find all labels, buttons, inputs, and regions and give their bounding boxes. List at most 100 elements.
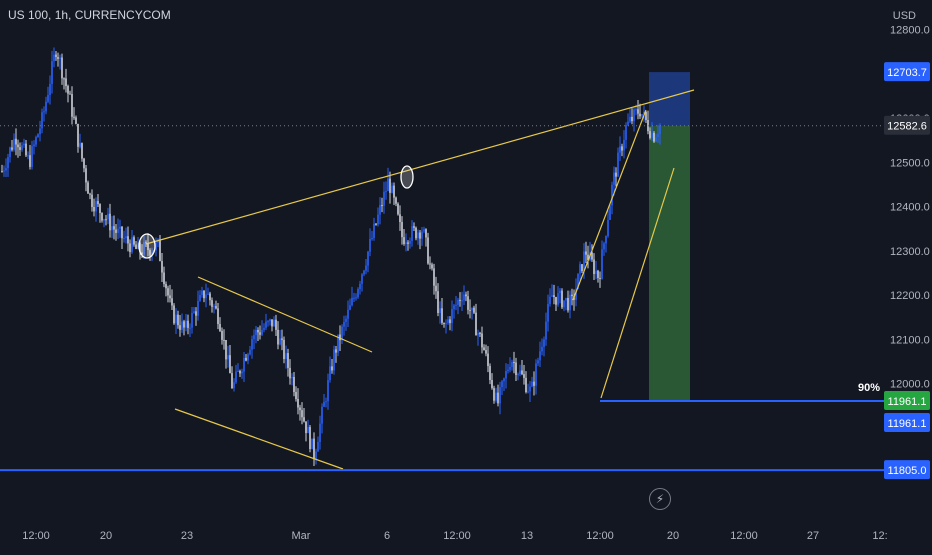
candle-body [309, 427, 311, 450]
candle-body [527, 391, 529, 393]
candle-body [15, 138, 17, 145]
candle-body [641, 114, 643, 117]
candle-body [505, 371, 507, 379]
candle-body [549, 296, 551, 305]
candle-body [515, 362, 517, 375]
candle-body [389, 178, 391, 193]
candle-body [171, 298, 173, 306]
candle-body [35, 137, 37, 145]
x-tick-label: 20 [667, 530, 679, 542]
candle-body [645, 111, 647, 121]
candle-body [595, 270, 597, 274]
candle-body [73, 116, 75, 118]
candle-body [379, 205, 381, 215]
candle-body [225, 340, 227, 360]
candle-body [71, 94, 73, 117]
candle-body [365, 265, 367, 271]
candle-body [143, 242, 145, 255]
candle-body [503, 378, 505, 382]
candle-body [57, 56, 59, 59]
candle-body [115, 229, 117, 233]
candle-body [465, 294, 467, 297]
candle-body [553, 295, 555, 297]
wedge-lower-line[interactable] [600, 167, 675, 399]
candle-body [513, 361, 515, 363]
candle-body [577, 273, 579, 289]
candle-body [125, 236, 127, 238]
candle-body [151, 252, 153, 256]
candle-body [445, 323, 447, 325]
candle-body [601, 249, 603, 279]
candle-body [217, 308, 219, 325]
y-tick-label: 12400.0 [890, 202, 930, 214]
candle-body [417, 232, 419, 239]
candle-body [19, 147, 21, 150]
candle-body [625, 124, 627, 140]
x-tick-label: 12:00 [22, 530, 50, 542]
x-tick-label: 13 [521, 530, 533, 542]
candle-body [249, 349, 251, 355]
lightning-icon[interactable]: ⚡ [649, 488, 671, 510]
price-tag-label: 12582.6 [887, 121, 927, 133]
rising-resistance-line[interactable] [145, 89, 695, 245]
candle-body [145, 242, 147, 244]
candle-body [479, 332, 481, 334]
candle-body [205, 294, 207, 299]
candle-body [425, 229, 427, 238]
candle-body [9, 147, 11, 158]
candle-body [213, 306, 215, 308]
candle-body [69, 93, 71, 95]
candle-body [639, 113, 641, 117]
candle-body [449, 319, 451, 324]
channel-upper-line[interactable] [197, 276, 373, 353]
candle-body [429, 263, 431, 265]
candle-body [593, 259, 595, 274]
candle-body [81, 143, 83, 159]
candle-body [517, 374, 519, 376]
candle-body [579, 264, 581, 274]
y-tick-label: 12000.0 [890, 379, 930, 391]
candle-body [75, 117, 77, 124]
candle-body [631, 116, 633, 122]
candle-body [567, 297, 569, 311]
candle-body [461, 300, 463, 302]
candle-body [49, 83, 51, 95]
candle-body [347, 309, 349, 319]
candle-body [335, 349, 337, 353]
candle-body [21, 145, 23, 150]
candle-body [407, 242, 409, 244]
candle-body [165, 284, 167, 289]
candle-body [61, 57, 63, 79]
x-tick-label: 27 [807, 530, 819, 542]
candle-body [235, 371, 237, 383]
candle-body [179, 325, 181, 330]
candle-body [469, 309, 471, 311]
candle-body [565, 297, 567, 301]
candle-body [363, 270, 365, 275]
candle-body [539, 351, 541, 361]
candle-body [531, 381, 533, 387]
channel-lower-line[interactable] [174, 408, 344, 470]
candle-body [653, 132, 655, 142]
candle-body [99, 204, 101, 214]
candle-body [533, 381, 535, 386]
candle-body [97, 201, 99, 205]
candle-body [291, 376, 293, 379]
candle-body [427, 237, 429, 264]
candle-body [439, 308, 441, 314]
candle-body [137, 242, 139, 249]
x-tick-label: 12:00 [586, 530, 614, 542]
candle-body [391, 185, 393, 193]
price-tag-label: 11961.1 [888, 396, 927, 408]
candle-body [523, 374, 525, 378]
candle-body [401, 222, 403, 238]
candle-body [323, 401, 325, 407]
candle-body [497, 392, 499, 404]
y-tick-label: 12500.0 [890, 157, 930, 169]
candle-body [13, 138, 15, 150]
wedge-upper-line[interactable] [572, 109, 647, 301]
candle-body [575, 288, 577, 300]
candle-body [41, 112, 43, 129]
